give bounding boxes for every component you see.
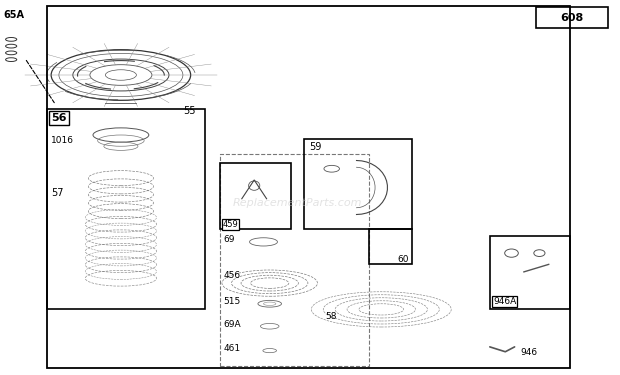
Bar [46,109,205,309]
Text: 55: 55 [183,106,195,116]
Text: 69: 69 [223,236,235,244]
Text: ReplacementParts.com: ReplacementParts.com [233,198,362,207]
Text: 69A: 69A [223,320,241,329]
Bar [536,8,608,28]
Text: 461: 461 [223,344,241,353]
Text: 608: 608 [560,13,583,23]
Text: 57: 57 [51,188,63,198]
Bar [220,163,291,229]
Bar [490,236,570,309]
Text: 515: 515 [223,297,241,306]
Text: 946A: 946A [493,297,516,306]
Bar [304,139,412,229]
Text: 56: 56 [51,113,66,123]
Text: 60: 60 [397,255,409,264]
Bar [220,154,369,366]
Bar [46,6,570,368]
Text: 58: 58 [326,312,337,321]
Bar [369,229,412,264]
Text: 459: 459 [223,220,238,229]
Text: 59: 59 [309,142,321,152]
Text: 946: 946 [521,348,538,357]
Text: 65A: 65A [3,10,24,20]
Text: 1016: 1016 [51,136,74,145]
Text: 456: 456 [223,271,241,280]
